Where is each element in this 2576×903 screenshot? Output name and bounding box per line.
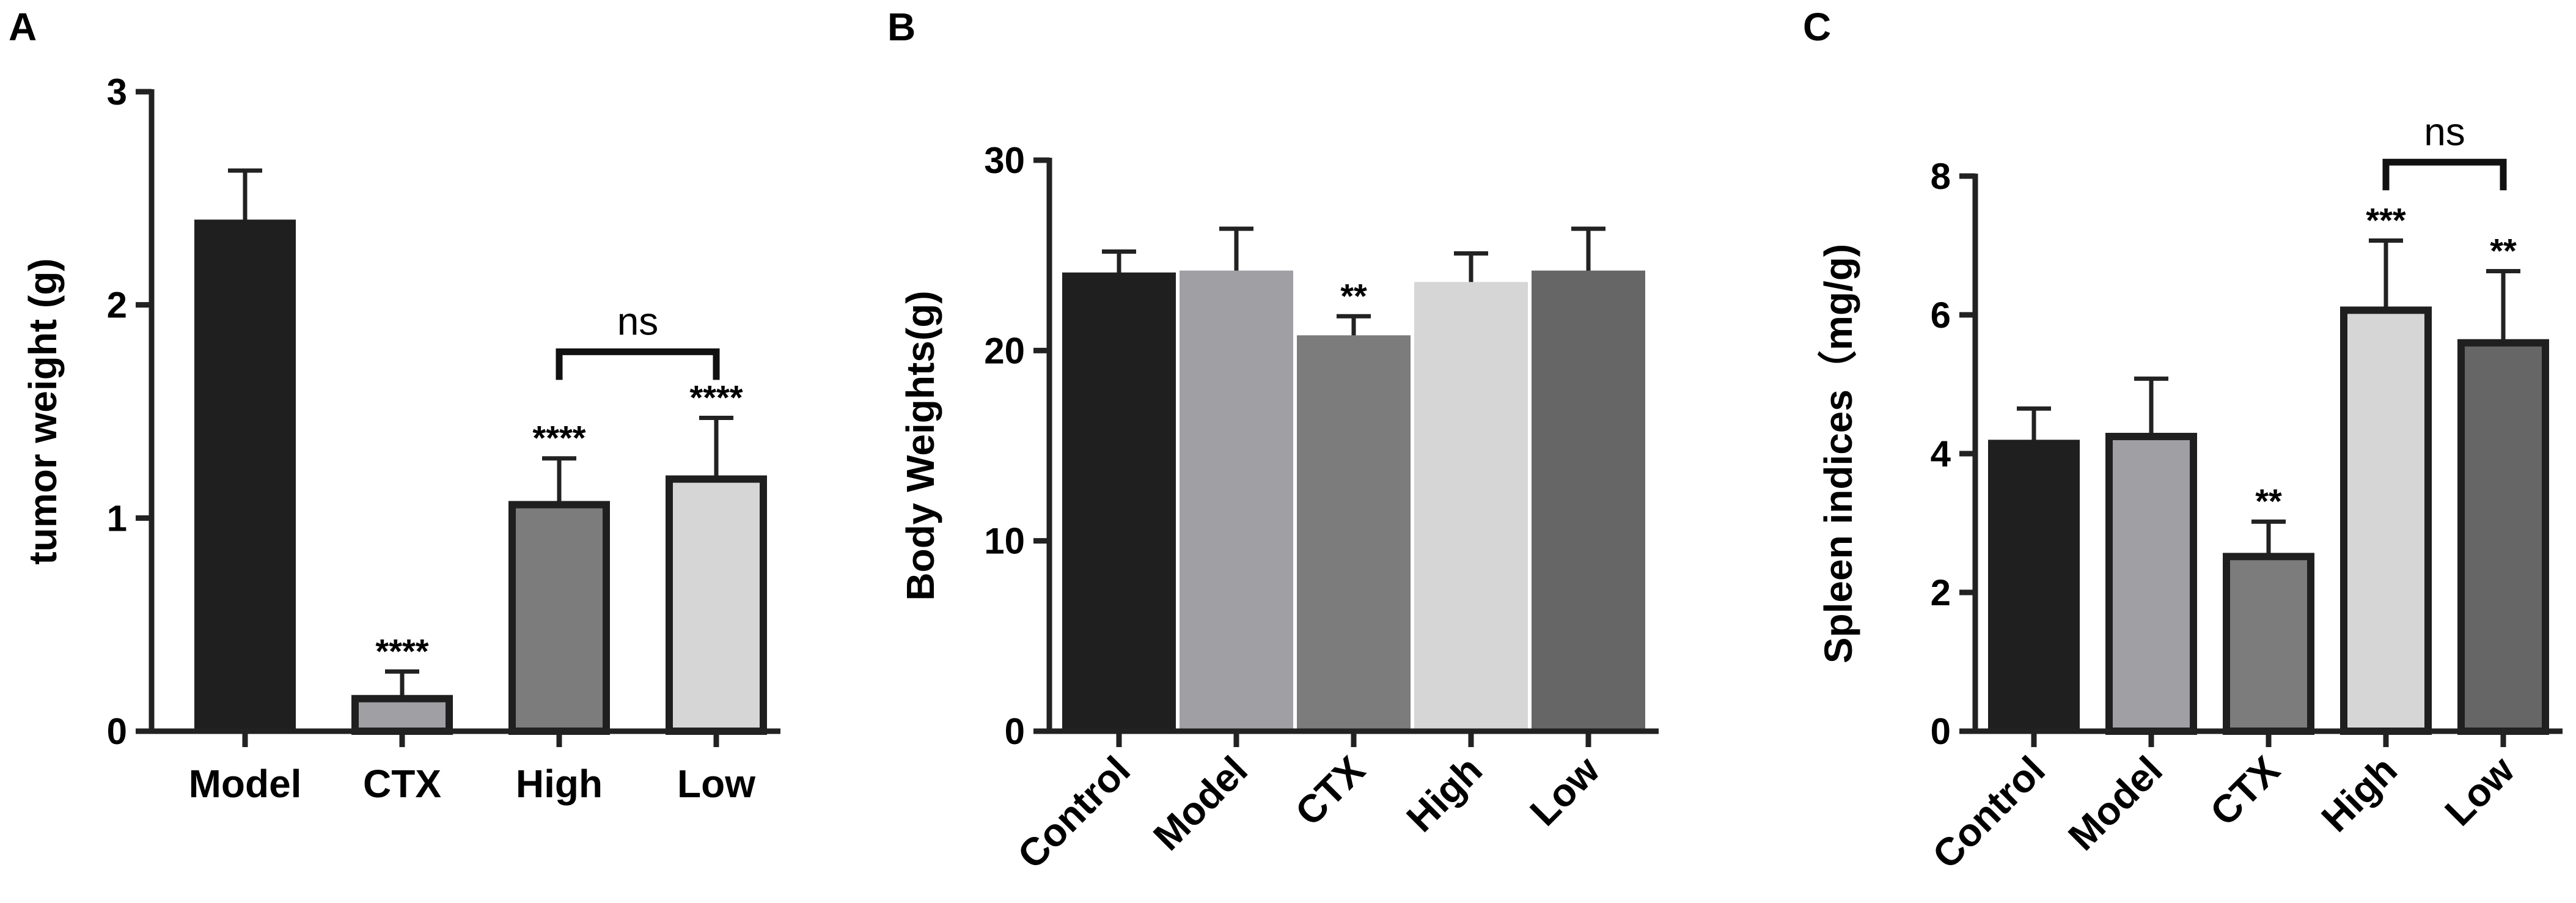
comparison-bracket	[2382, 158, 2507, 191]
significance-label: ****	[532, 419, 585, 457]
y-tick-label: 2	[1931, 572, 1951, 613]
category-label: Low	[1522, 748, 1609, 835]
y-tick-label: 0	[107, 711, 127, 752]
category-label: Control	[1009, 748, 1139, 877]
significance-label: ****	[375, 632, 428, 670]
bar	[1297, 335, 1411, 731]
y-axis-title: Body Weights(g)	[898, 290, 942, 600]
y-tick-label: 8	[1931, 156, 1951, 197]
bar	[1062, 272, 1176, 732]
panel-letter-c: C	[1803, 5, 1831, 49]
y-tick-label: 0	[1931, 711, 1951, 752]
bar	[508, 501, 610, 735]
bar	[1988, 440, 2080, 731]
category-label: High	[516, 762, 603, 806]
significance-label: **	[1340, 276, 1367, 315]
comparison-label: ns	[2424, 109, 2465, 153]
significance-label: **	[2255, 482, 2282, 520]
bar	[1414, 282, 1528, 732]
panel-letter-b: B	[887, 5, 916, 49]
category-label: Low	[2437, 748, 2523, 835]
y-tick-label: 20	[984, 330, 1025, 371]
y-tick-label: 2	[107, 285, 127, 326]
category-label: CTX	[1286, 748, 1373, 835]
y-tick-label: 0	[1005, 711, 1025, 752]
significance-label: ***	[2366, 201, 2406, 240]
panel-b-chart: Control Model ** CTX High Low 0 10 20 30 Body Weig…	[898, 140, 1659, 877]
bar	[2457, 339, 2549, 735]
category-label: High	[1398, 748, 1490, 840]
y-tick-label: 4	[1931, 433, 1951, 474]
category-label: CTX	[363, 762, 441, 806]
category-label: Model	[2060, 748, 2171, 859]
y-tick-label: 6	[1931, 295, 1951, 336]
y-axis-title: tumor weight (g)	[21, 258, 65, 564]
bar	[2223, 553, 2314, 735]
y-tick-label: 1	[107, 498, 127, 539]
bar	[666, 475, 767, 735]
significance-label: **	[2490, 231, 2517, 270]
panel-a-chart: Model **** CTX **** High **** Low 0 1 2 3 tumor wei…	[21, 72, 780, 806]
bar	[1180, 270, 1293, 731]
category-label: CTX	[2201, 748, 2288, 835]
category-label: Model	[189, 762, 302, 806]
panel-letter-a: A	[9, 5, 37, 49]
significance-label: ****	[689, 378, 743, 416]
y-axis-title: Spleen indices（mg/g)	[1816, 244, 1860, 663]
category-label: High	[2313, 748, 2405, 840]
bar	[2340, 306, 2432, 735]
bar	[1532, 270, 1645, 731]
y-tick-label: 30	[984, 140, 1025, 181]
category-label: Control	[1924, 748, 2053, 877]
y-tick-label: 10	[984, 521, 1025, 562]
panel-c-chart: Control Model ** CTX *** High ** Low 0 2 4 6 8 Spleen…	[1816, 109, 2563, 877]
bar	[2105, 432, 2197, 735]
bar	[194, 219, 296, 731]
bar	[351, 695, 453, 735]
category-label: Low	[677, 762, 755, 806]
comparison-bracket	[556, 348, 720, 380]
y-tick-label: 3	[107, 72, 127, 112]
comparison-label: ns	[617, 299, 659, 343]
category-label: Model	[1145, 748, 1256, 859]
